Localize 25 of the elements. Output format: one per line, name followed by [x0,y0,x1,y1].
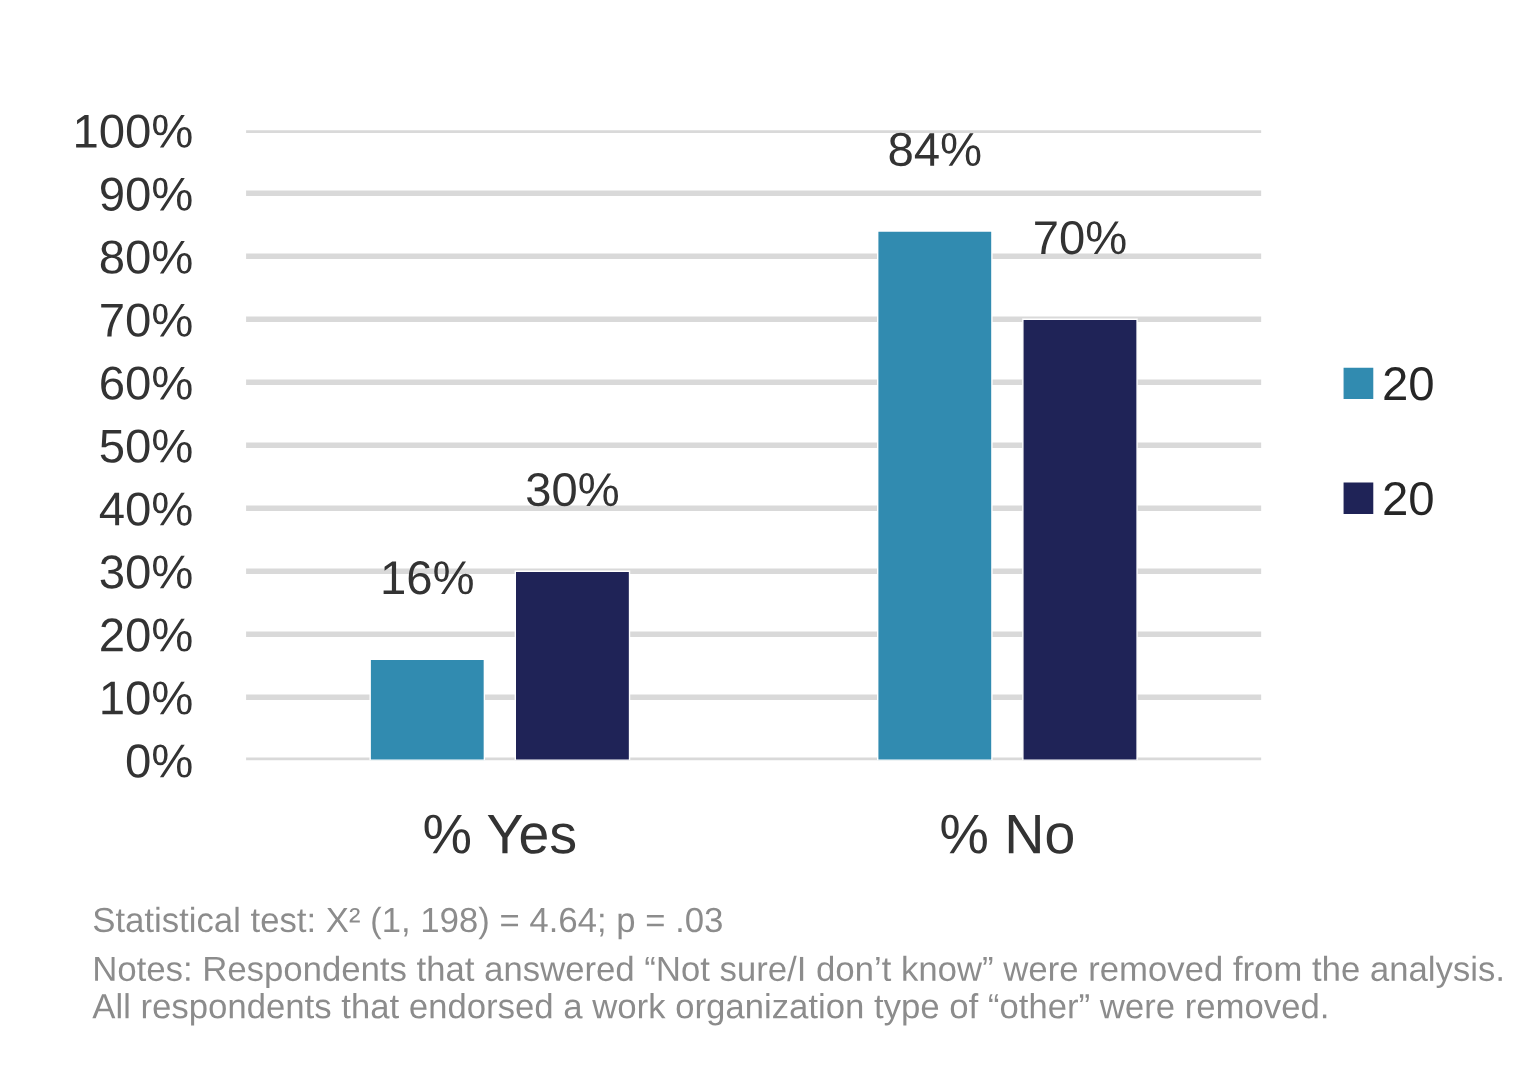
text: 16% [383,561,473,595]
text: 30% [526,472,619,507]
y-tick-label: 50% [100,429,192,463]
x-tick-label: % Yes [424,814,576,854]
y-tick-label: 0% [126,744,192,778]
y-tick-label: 100% [76,114,192,148]
y-tick-label: 90% [101,177,192,211]
y-tick-label: 70% [101,303,192,337]
y-tick-label: 10% [102,681,192,715]
legend-label: 20 [1384,367,1433,401]
y-tick-label: 60% [101,366,192,400]
y-tick-label: 30% [100,555,192,589]
bar [1022,318,1138,761]
x-tick-label: % No [941,814,1073,854]
text: Statistical test: X² (1, 198) = 4.64; p = .03 [93,906,722,940]
text: 84% [889,132,981,167]
y-tick-label: 20% [101,618,192,652]
bar [514,570,631,761]
bar [877,230,993,761]
text: Notes: Respondents that answered “Not sure/I don’t know” were removed from the analysis. All respondents that endorsed a work organization type of “other” were removed. [92,955,1502,1026]
y-tick-label: 80% [100,240,192,274]
y-tick-label: 40% [99,492,192,526]
legend-label: 20 [1384,481,1433,516]
bar [369,658,486,761]
text: 70% [1035,220,1126,255]
